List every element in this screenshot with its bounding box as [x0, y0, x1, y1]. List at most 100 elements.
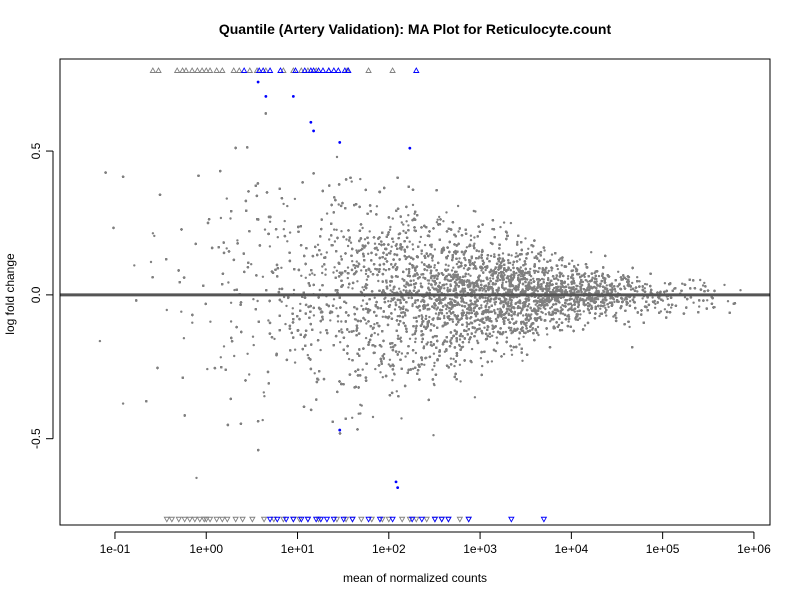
data-point	[311, 272, 314, 275]
data-point	[550, 253, 554, 256]
data-point	[519, 266, 522, 269]
data-point	[286, 204, 289, 208]
data-point	[348, 330, 351, 334]
data-point	[550, 305, 554, 309]
data-point	[458, 257, 461, 260]
data-point	[511, 288, 514, 292]
data-point	[368, 230, 371, 233]
data-point	[622, 285, 626, 288]
data-point	[191, 321, 194, 324]
data-point	[509, 269, 512, 272]
data-point	[443, 314, 446, 318]
data-point	[561, 312, 565, 315]
data-point	[509, 261, 512, 265]
data-point	[371, 415, 375, 419]
data-point	[364, 272, 368, 276]
data-point	[407, 214, 410, 217]
data-point	[209, 320, 212, 323]
data-point	[465, 301, 468, 305]
data-point	[653, 306, 657, 309]
data-point	[407, 224, 410, 227]
data-point	[292, 288, 296, 292]
data-point	[351, 416, 354, 419]
data-point	[472, 309, 476, 313]
data-point	[462, 267, 466, 270]
data-point	[420, 300, 423, 303]
data-point	[375, 205, 379, 208]
data-point	[392, 288, 395, 291]
data-point	[363, 318, 367, 321]
data-point	[379, 371, 382, 374]
data-point	[547, 269, 550, 273]
data-point	[389, 225, 392, 229]
data-point	[251, 335, 255, 338]
data-point	[421, 315, 424, 319]
data-point	[609, 288, 612, 291]
data-point	[293, 361, 297, 364]
data-point	[641, 297, 644, 300]
data-point	[222, 345, 226, 348]
data-point	[663, 282, 667, 285]
data-point	[420, 340, 424, 344]
data-point	[351, 287, 354, 290]
data-point	[400, 417, 403, 420]
scatter-points	[98, 112, 742, 480]
data-point	[383, 297, 386, 301]
data-point	[369, 270, 372, 273]
data-point	[267, 319, 270, 322]
data-point	[446, 268, 450, 271]
data-point	[347, 286, 350, 289]
data-point	[584, 299, 588, 302]
data-point	[402, 289, 405, 292]
data-point	[478, 323, 481, 326]
data-point	[473, 242, 476, 245]
data-point	[481, 364, 484, 368]
data-point	[394, 301, 397, 304]
data-point	[219, 216, 223, 220]
data-point	[420, 358, 424, 362]
data-point	[443, 287, 446, 290]
data-point	[502, 221, 506, 224]
data-point	[332, 271, 335, 274]
data-point	[180, 310, 183, 313]
data-point	[390, 245, 393, 248]
data-point	[396, 334, 400, 337]
data-point	[473, 396, 477, 399]
data-point	[723, 283, 726, 287]
data-point	[411, 303, 414, 306]
data-point	[388, 228, 392, 231]
data-point	[356, 280, 359, 283]
data-point	[457, 230, 460, 233]
data-point	[503, 273, 506, 277]
data-point	[505, 280, 508, 284]
data-point	[449, 357, 453, 360]
data-point	[387, 252, 391, 255]
data-point	[335, 269, 339, 272]
data-point	[333, 228, 336, 231]
data-point	[336, 320, 340, 323]
data-point	[654, 302, 657, 306]
data-point	[340, 230, 343, 233]
data-point	[464, 275, 467, 278]
data-point	[392, 372, 396, 375]
data-point	[367, 252, 370, 255]
data-point	[515, 252, 518, 255]
data-point	[567, 320, 570, 323]
data-point	[567, 275, 570, 278]
data-point	[468, 322, 471, 326]
data-point	[414, 337, 417, 340]
data-point	[516, 240, 519, 244]
data-point	[345, 238, 348, 241]
data-point	[576, 263, 580, 267]
data-point	[515, 271, 518, 275]
data-point	[530, 282, 533, 285]
data-point	[617, 270, 620, 273]
data-point	[616, 285, 620, 288]
data-point	[497, 272, 501, 275]
data-point	[438, 215, 441, 219]
data-point	[544, 313, 547, 316]
data-point	[561, 259, 564, 262]
data-point	[432, 434, 435, 437]
data-point	[451, 320, 455, 323]
data-point	[405, 268, 408, 271]
